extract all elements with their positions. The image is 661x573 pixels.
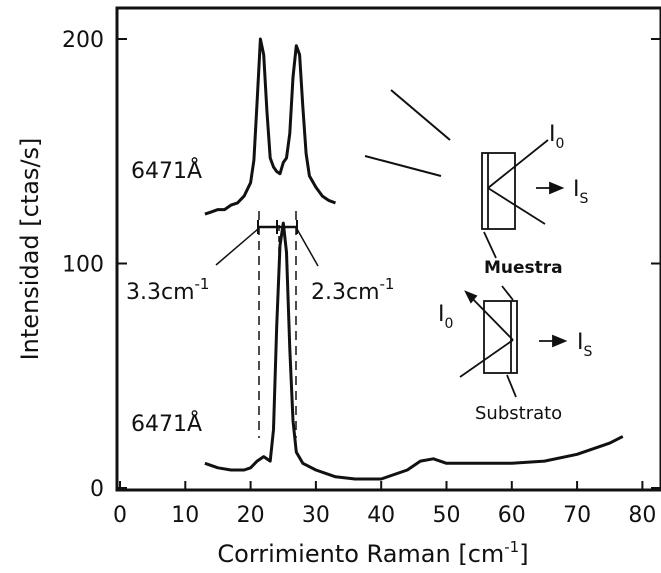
- x-tick-label-5: 50: [433, 503, 461, 528]
- beam-line-upper: [390, 89, 451, 141]
- x-axis-title: Corrimiento Raman [cm-1]: [217, 538, 528, 568]
- substrate-leader: [506, 374, 517, 398]
- reflected-beam-lower: [459, 339, 514, 378]
- sample-sketch: [481, 139, 565, 259]
- leader-left: [215, 228, 259, 266]
- beam-line-lower: [364, 155, 442, 177]
- y-tick-label-1: 100: [62, 253, 104, 278]
- incident-beam: [487, 139, 549, 189]
- width-markers: [215, 211, 319, 438]
- x-tick-label-0: 0: [113, 503, 127, 528]
- x-tick-label-1: 10: [171, 503, 199, 528]
- scatter-arrow-head-lower: [552, 334, 568, 348]
- y-axis-title: Intensidad [ctas/s]: [16, 138, 44, 361]
- width-right-label: 2.3cm-1: [311, 275, 394, 305]
- x-tick-label-4: 40: [367, 503, 395, 528]
- y-tick-label-0: 0: [90, 477, 104, 502]
- axis-ticks: 0 10 20 30 40 50 60 70 80 0 100 200: [62, 28, 661, 528]
- substrato-label: Substrato: [475, 403, 562, 424]
- series-line-0: [204, 37, 337, 216]
- muestra-label: Muestra: [484, 258, 563, 278]
- x-tick-label-7: 70: [563, 503, 591, 528]
- substrate-sketch: [459, 285, 568, 398]
- is-bottom-label: IS: [577, 330, 593, 360]
- substrate-block: [483, 300, 518, 374]
- connector-upper: [483, 231, 497, 259]
- y-tick-label-2: 200: [62, 28, 104, 53]
- data-series: [204, 37, 624, 481]
- scatter-arrow-head: [549, 181, 565, 195]
- x-tick-label-6: 60: [498, 503, 526, 528]
- x-tick-label-8: 80: [628, 503, 656, 528]
- series-line-1: [204, 221, 624, 481]
- sample-block: [481, 152, 516, 230]
- x-tick-label-2: 20: [237, 503, 265, 528]
- x-tick-label-3: 30: [302, 503, 330, 528]
- width-left-label: 3.3cm-1: [126, 275, 209, 305]
- connector-lower: [501, 285, 514, 301]
- io-bottom-label: I0: [438, 302, 453, 332]
- incident-arrow-head: [464, 290, 478, 304]
- lower-wavelength-label: 6471Å: [131, 410, 202, 437]
- plot-frame: [115, 6, 661, 492]
- is-top-label: IS: [573, 177, 589, 207]
- upper-wavelength-label: 6471Å: [131, 157, 202, 184]
- io-top-label: I0: [549, 122, 564, 152]
- leader-right: [296, 228, 319, 267]
- transmitted-beam: [487, 187, 546, 225]
